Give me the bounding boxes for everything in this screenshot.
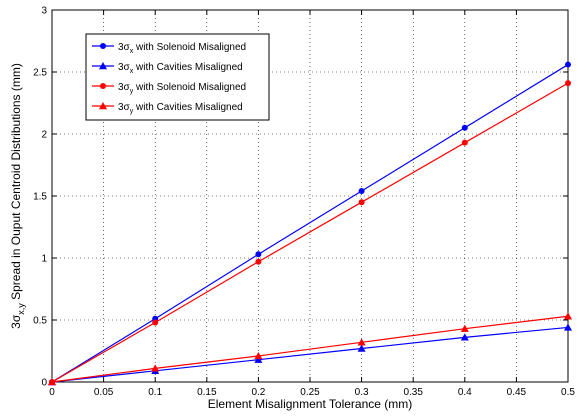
data-point: [460, 333, 469, 341]
x-tick-label: 0.05: [94, 387, 114, 398]
data-point: [151, 364, 160, 372]
data-point: [564, 323, 572, 331]
series-line: [51, 82, 569, 383]
data-point: [152, 319, 159, 326]
series-line: [51, 315, 569, 383]
y-tick-label: 1.5: [33, 192, 47, 203]
x-tick-label: 0: [49, 387, 55, 398]
x-axis-label: Element Misalignment Tolerance (mm): [208, 397, 413, 411]
legend-label: 3σx with Cavities Misaligned: [118, 62, 243, 75]
legend-marker: [99, 62, 107, 70]
data-point: [358, 199, 365, 206]
legend-label: 3σy with Cavities Misaligned: [118, 102, 243, 115]
data-point: [254, 355, 263, 363]
legend-marker: [99, 102, 107, 110]
data-point: [460, 324, 469, 332]
data-point: [255, 258, 262, 265]
y-tick-label: 2.5: [33, 68, 47, 79]
data-point: [564, 312, 572, 320]
data-point: [565, 61, 571, 68]
x-tick-label: 0.1: [148, 387, 162, 398]
y-axis-label-sub: x,y: [16, 303, 26, 315]
legend-entry: 3σx with Solenoid Misaligned: [92, 42, 246, 55]
series-4: [48, 312, 572, 386]
x-tick-label: 0.35: [403, 387, 423, 398]
series-line: [51, 64, 569, 383]
legend-marker: [100, 83, 106, 89]
series-layer: [48, 61, 572, 386]
y-axis-label-post: Spread in Ouput Centroid Distributions (…: [9, 63, 23, 303]
y-axis-label-pre: 3σ: [9, 314, 23, 329]
data-point: [358, 188, 365, 195]
axis-ticks: 0 0.05 0.1 0.15 0.2 0.25 0.3 0.35 0.4 0.45 0.5 0 0.5…: [33, 6, 575, 399]
x-tick-label: 0.3: [355, 387, 369, 398]
y-axis-label: 3σx,y Spread in Ouput Centroid Distribut…: [9, 63, 26, 329]
x-tick-label: 0.5: [561, 387, 575, 398]
y-tick-label: 0.5: [33, 316, 47, 327]
series-3: [49, 80, 571, 385]
legend: 3σx with Solenoid Misaligned 3σx with Cav…: [85, 33, 270, 121]
x-tick-label: 0.45: [507, 387, 527, 398]
series-2: [48, 323, 572, 386]
data-point: [357, 344, 366, 352]
y-tick-label: 3: [41, 6, 47, 17]
data-point: [255, 251, 262, 258]
data-point: [461, 139, 468, 146]
x-tick-label: 0.4: [458, 387, 472, 398]
y-tick-label: 1: [41, 254, 47, 265]
data-point: [357, 338, 366, 346]
data-point: [461, 124, 468, 131]
data-point: [565, 80, 571, 87]
x-tick-label: 0.2: [251, 387, 265, 398]
data-point: [254, 351, 263, 360]
y-tick-label: 2: [41, 130, 47, 141]
data-point: [48, 378, 56, 386]
series-line: [51, 326, 569, 383]
legend-box: [85, 33, 270, 121]
legend-entry: 3σy with Cavities Misaligned: [92, 102, 243, 115]
y-tick-label: 0: [41, 378, 47, 389]
legend-entry: 3σx with Cavities Misaligned: [92, 62, 243, 75]
legend-label: 3σy with Solenoid Misaligned: [118, 82, 246, 95]
x-tick-label: 0.25: [300, 387, 320, 398]
legend-entry: 3σy with Solenoid Misaligned: [92, 82, 246, 95]
legend-label: 3σx with Solenoid Misaligned: [118, 42, 246, 55]
legend-marker: [100, 43, 106, 49]
x-tick-label: 0.15: [197, 387, 217, 398]
